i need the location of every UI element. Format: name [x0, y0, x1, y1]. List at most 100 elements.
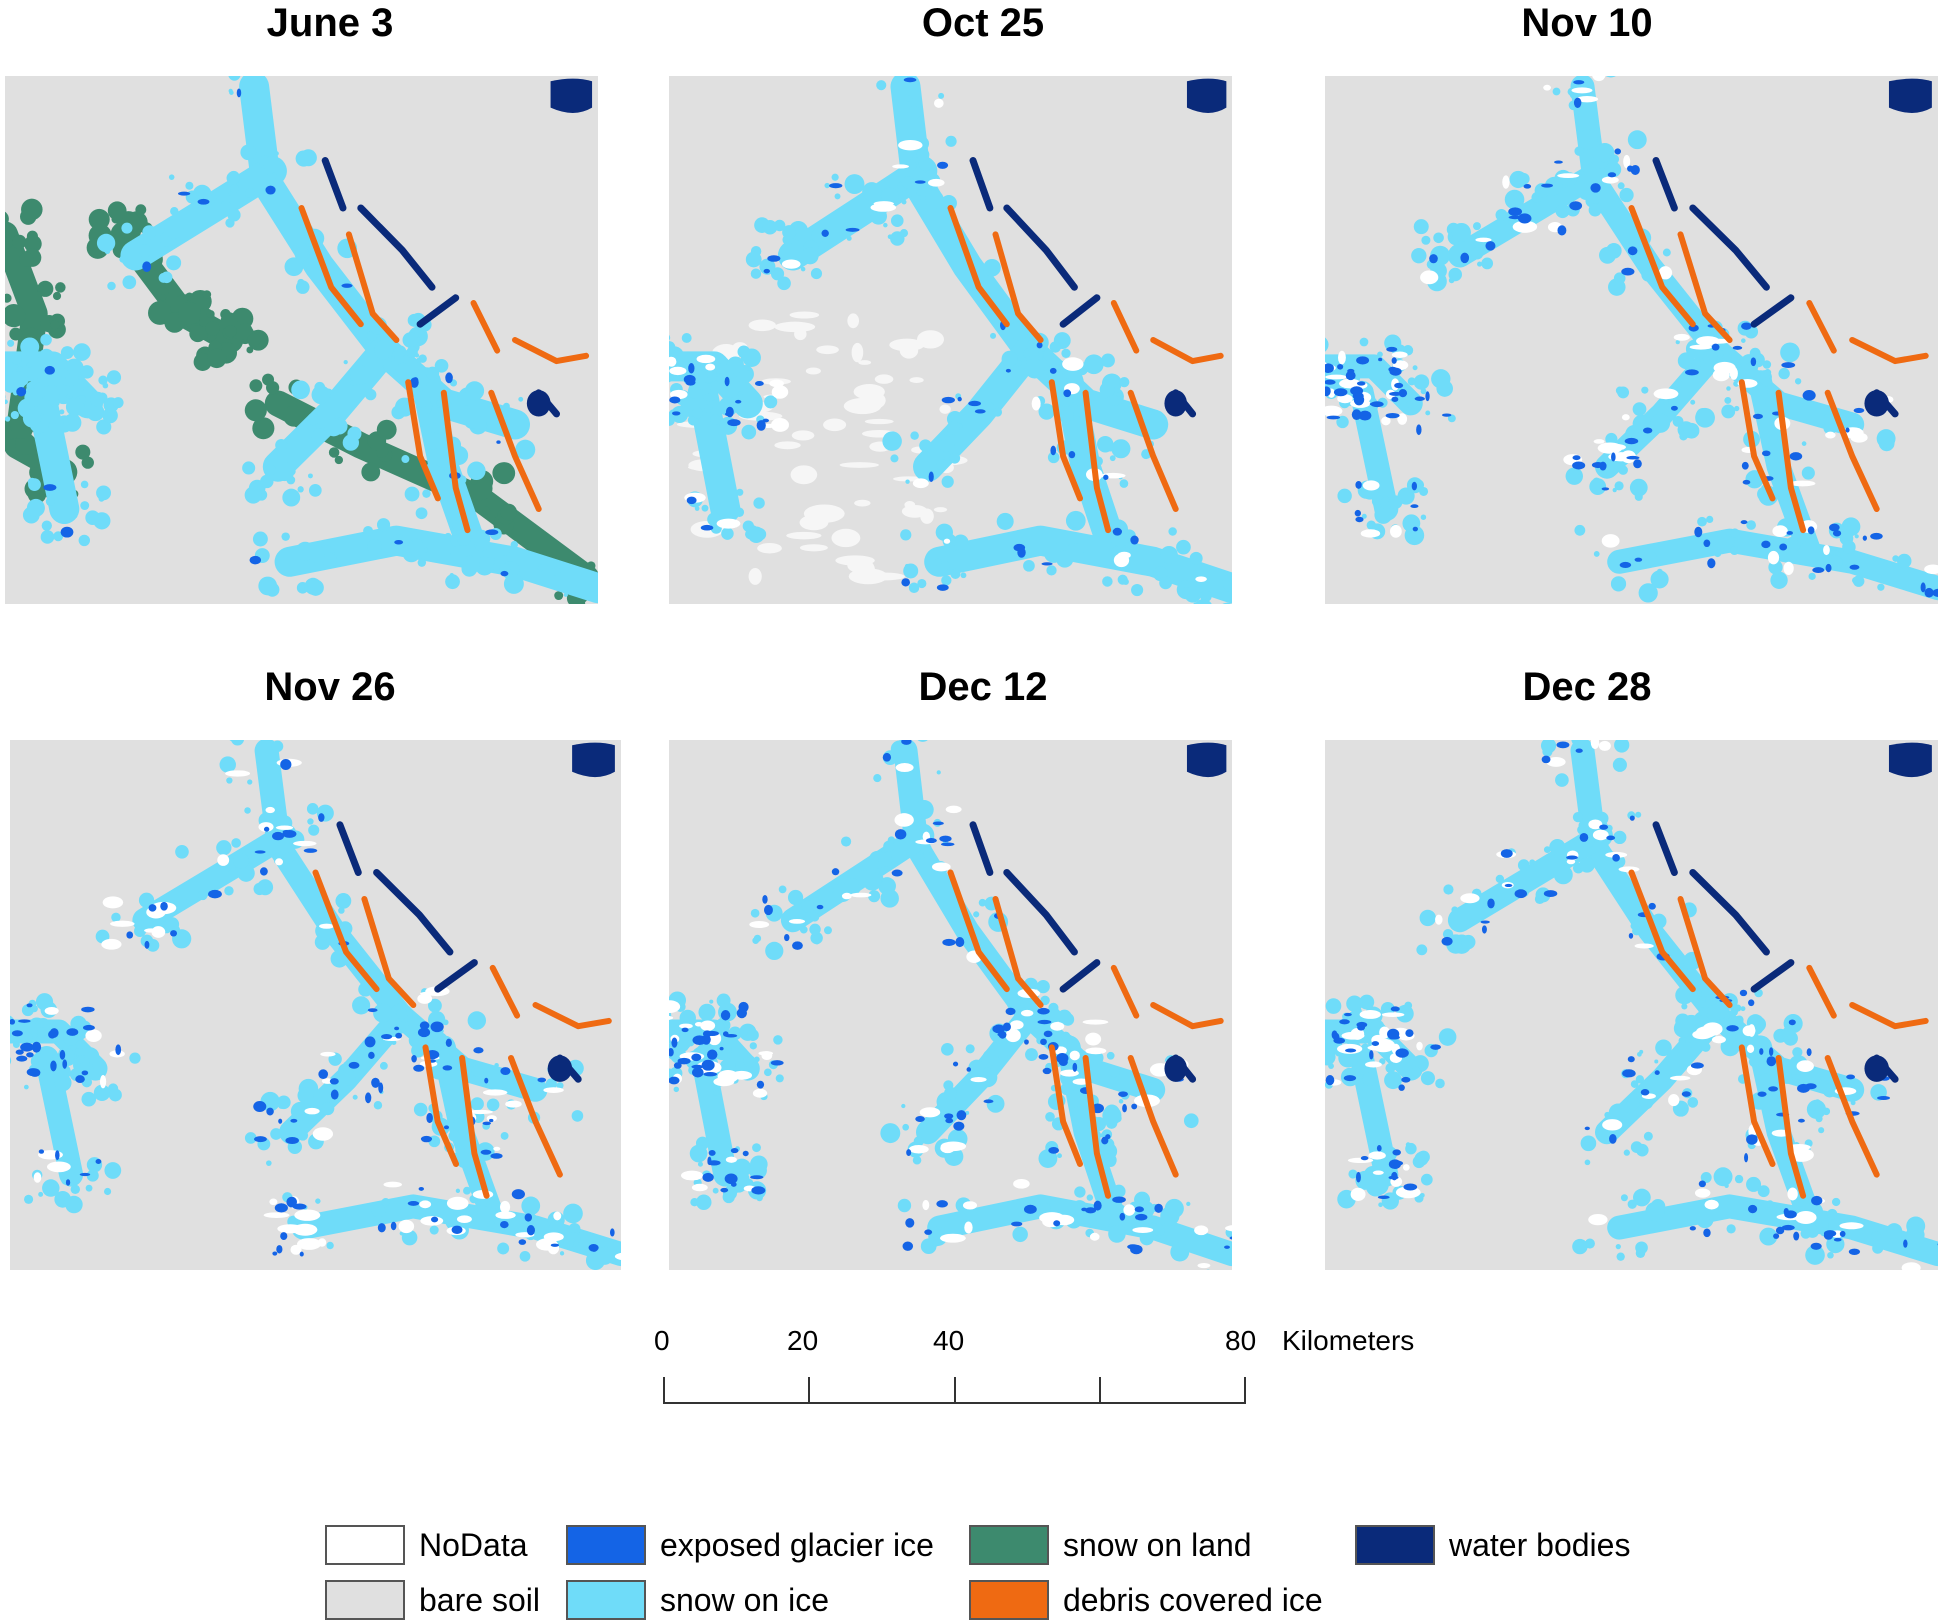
nodata-patch	[892, 164, 909, 169]
snow-on-ice-patch	[1584, 1159, 1591, 1166]
snow-on-land-patch	[19, 252, 34, 267]
snow-on-ice-patch	[1112, 1184, 1126, 1198]
exposed-glacier-ice-patch	[1768, 1086, 1779, 1092]
snow-on-ice-patch	[297, 486, 304, 493]
snow-on-ice-patch	[975, 554, 981, 560]
snow-on-ice-patch	[183, 899, 190, 905]
snow-on-ice-patch	[595, 1246, 614, 1265]
exposed-glacier-ice-patch	[1410, 504, 1419, 509]
exposed-glacier-ice-patch	[701, 1059, 715, 1071]
snow-on-ice-patch	[887, 234, 893, 239]
exposed-glacier-ice-patch	[681, 1027, 689, 1033]
snow-on-land-patch	[252, 417, 275, 440]
snow-on-ice-patch	[1726, 1224, 1736, 1234]
snow-on-ice-patch	[827, 886, 834, 893]
snow-on-ice-patch	[452, 1118, 465, 1131]
exposed-glacier-ice-patch	[1395, 1048, 1409, 1058]
exposed-glacier-ice-patch	[1823, 1230, 1837, 1237]
nodata-patch	[851, 342, 864, 363]
debris-covered-ice-area	[1738, 1044, 1776, 1167]
exposed-glacier-ice-patch	[720, 1010, 731, 1021]
exposed-glacier-ice-patch	[81, 1070, 89, 1076]
exposed-glacier-ice-patch	[1812, 567, 1825, 573]
snow-on-ice-patch	[75, 1039, 85, 1050]
nodata-patch	[1050, 1021, 1065, 1031]
snow-on-ice-patch	[352, 996, 371, 1015]
nodata-patch	[1742, 1025, 1756, 1037]
snow-on-ice-patch	[226, 777, 233, 784]
snow-on-ice-patch	[1759, 1227, 1778, 1246]
snow-on-ice-patch	[960, 572, 967, 579]
snow-on-ice-patch	[713, 1089, 720, 1097]
snow-on-ice-patch	[1588, 203, 1602, 217]
exposed-glacier-ice-patch	[792, 941, 803, 950]
legend-label-nodata: NoData	[419, 1526, 528, 1563]
exposed-glacier-ice-patch	[1050, 445, 1057, 456]
snow-on-ice-patch	[1472, 222, 1481, 231]
snow-on-ice-patch	[722, 396, 730, 404]
nodata-patch	[1460, 893, 1480, 904]
snow-on-ice-patch	[1748, 1056, 1760, 1068]
nodata-patch	[799, 544, 828, 552]
exposed-glacier-ice-patch	[81, 1006, 95, 1013]
map-graphic	[1325, 740, 1938, 1270]
exposed-glacier-ice-patch	[443, 1125, 450, 1130]
snow-on-ice-patch	[1641, 386, 1649, 394]
snow-on-ice-patch	[906, 825, 922, 841]
nodata-patch	[1350, 1187, 1366, 1201]
snow-on-ice-patch	[475, 556, 494, 576]
nodata-patch	[831, 528, 861, 548]
snow-on-ice-patch	[1735, 1015, 1744, 1025]
exposed-glacier-ice-patch	[1622, 1069, 1636, 1078]
exposed-glacier-ice-patch	[1870, 532, 1883, 540]
snow-on-ice-patch	[1936, 1252, 1938, 1260]
exposed-glacier-ice-patch	[11, 1030, 23, 1037]
snow-on-ice-patch	[1377, 351, 1383, 358]
snow-on-ice-patch	[37, 1027, 47, 1037]
nodata-patch	[419, 1200, 432, 1209]
snow-on-ice-patch	[949, 452, 961, 464]
water-body-lake	[1888, 742, 1932, 778]
exposed-glacier-ice-patch	[1048, 1146, 1060, 1154]
snow-on-ice-patch	[1384, 1071, 1402, 1090]
exposed-glacier-ice-patch	[1628, 932, 1634, 939]
water-body-lake	[1888, 78, 1932, 113]
snow-on-ice-patch	[1411, 1066, 1421, 1077]
snow-on-ice-patch	[1675, 340, 1680, 345]
exposed-glacier-ice-patch	[1768, 1047, 1774, 1056]
exposed-glacier-ice-patch	[65, 1179, 71, 1186]
exposed-glacier-ice-patch	[1703, 539, 1711, 548]
snow-on-ice-patch	[734, 507, 745, 517]
snow-on-ice-patch	[1153, 1224, 1166, 1237]
water-body-channel	[373, 869, 454, 956]
exposed-glacier-ice-patch	[1390, 1160, 1404, 1166]
exposed-glacier-ice-patch	[272, 1251, 278, 1256]
debris-covered-ice-area	[459, 1055, 490, 1199]
exposed-glacier-ice-patch	[278, 1118, 283, 1124]
snow-on-ice-patch	[924, 804, 931, 811]
debris-covered-ice-area	[532, 1002, 612, 1030]
snow-on-ice-patch	[444, 532, 452, 540]
nodata-patch	[614, 1252, 621, 1261]
exposed-glacier-ice-patch	[845, 227, 860, 232]
exposed-glacier-ice-patch	[914, 180, 926, 184]
snow-on-ice-patch	[1805, 1245, 1825, 1265]
exposed-glacier-ice-patch	[1846, 1074, 1856, 1080]
snow-on-ice-patch	[1362, 1071, 1377, 1087]
snow-on-ice-patch	[1735, 358, 1740, 363]
snow-on-ice-patch	[1160, 545, 1178, 564]
exposed-glacier-ice-patch	[1441, 413, 1452, 417]
snow-on-ice-area	[1447, 823, 1613, 933]
snow-on-ice-patch	[59, 409, 65, 415]
nodata-patch	[304, 1107, 320, 1115]
nodata-patch	[1653, 388, 1679, 400]
exposed-glacier-ice-patch	[1441, 936, 1453, 946]
exposed-glacier-ice-patch	[1049, 367, 1057, 374]
nodata-patch	[293, 840, 317, 847]
nodata-patch	[799, 514, 829, 531]
exposed-glacier-ice-patch	[1391, 357, 1397, 364]
nodata-patch	[669, 366, 687, 376]
snow-on-ice-patch	[247, 779, 253, 785]
exposed-glacier-ice-patch	[738, 1001, 749, 1013]
nodata-patch	[1707, 338, 1731, 344]
